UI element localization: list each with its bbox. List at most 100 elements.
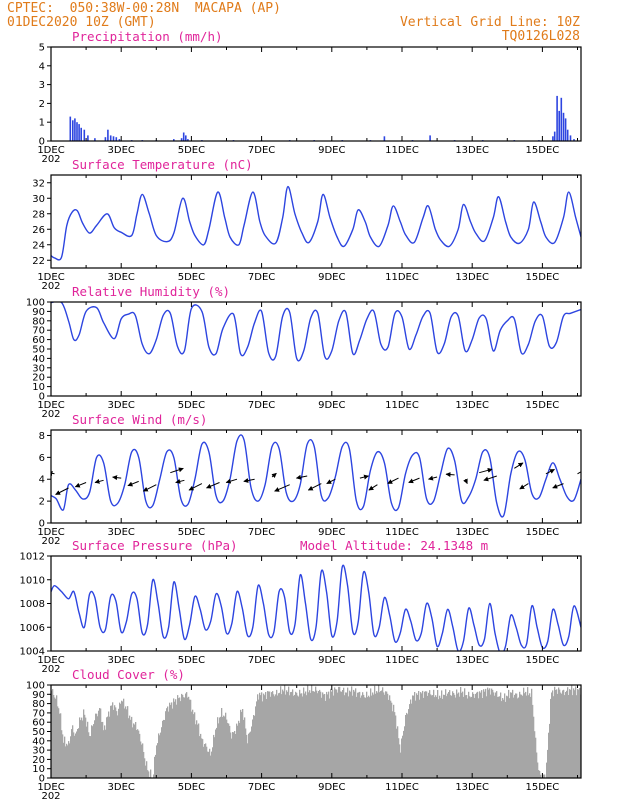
cloud-bar — [132, 727, 134, 778]
wind-data — [51, 434, 581, 518]
precipitation-data — [69, 95, 575, 141]
cloud-bar — [405, 715, 407, 778]
cloud-bar — [167, 706, 169, 778]
cloud-bar — [277, 695, 279, 778]
precip-bar — [558, 110, 560, 141]
cloud-bar — [367, 697, 369, 778]
cloud-bar — [579, 688, 581, 778]
cloud-bar — [378, 685, 380, 778]
x-tick-label: 5DEC — [178, 400, 205, 411]
cloud-bar — [522, 695, 524, 778]
x-tick-label: 11DEC — [385, 400, 419, 411]
cloud-bar — [555, 690, 557, 778]
x-tick-label: 15DEC — [526, 145, 560, 156]
cloud-bar — [294, 694, 296, 778]
cloud-bar — [316, 690, 318, 778]
cloud-bar — [97, 716, 99, 778]
cloud-bar — [158, 733, 160, 778]
cloud-bar — [169, 702, 171, 778]
x-year-label: 202 — [41, 536, 60, 547]
precip-bar — [556, 95, 558, 141]
cloud-bar — [146, 761, 148, 778]
temperature-frame — [50, 174, 582, 269]
y-tick-label: 0 — [39, 137, 45, 148]
cloud-bar — [411, 703, 413, 778]
cloud-bar — [344, 695, 346, 778]
cloud-bar — [339, 686, 341, 778]
wind-arrow — [243, 478, 255, 483]
y-tick-label: 28 — [32, 209, 45, 220]
y-tick-label: 0 — [39, 519, 45, 530]
wind-arrow — [307, 483, 322, 491]
precip-bar — [180, 138, 183, 141]
cloud-bar — [521, 694, 523, 778]
cloud-bar — [449, 690, 451, 778]
cloud-bar — [214, 737, 216, 778]
cloud-bar — [546, 762, 548, 778]
cloud-bar — [351, 686, 353, 778]
cloud-bar — [468, 691, 470, 778]
x-year-label: 202 — [41, 281, 60, 292]
cloud-bar — [308, 692, 310, 778]
cloud-bar — [57, 706, 59, 778]
x-tick-label: 9DEC — [318, 272, 345, 283]
cloud-bar — [93, 724, 95, 778]
cloud-bar — [361, 695, 363, 778]
precip-bar — [173, 139, 175, 141]
cloud-bar — [176, 704, 178, 778]
cloud-bar — [487, 687, 489, 778]
cloud-bar — [211, 751, 213, 778]
cloud-bar — [342, 690, 344, 778]
cloud-bar — [267, 691, 269, 778]
cloud-bar — [193, 714, 195, 778]
cloud-bar — [480, 692, 482, 778]
cloud-bar — [134, 724, 136, 778]
cloud-bar — [377, 692, 379, 778]
cloud-bar — [237, 725, 239, 778]
cloud-bar — [71, 729, 73, 778]
cloud-bar — [53, 695, 55, 778]
y-tick-label: 2 — [39, 497, 45, 508]
cloud-bar — [433, 689, 435, 778]
cloud-bar — [403, 730, 405, 778]
cloud-bar — [250, 731, 252, 778]
pressure-title: Surface Pressure (hPa) — [72, 538, 238, 553]
wind-arrow — [326, 478, 336, 485]
cloud-bar — [533, 716, 535, 778]
cloud-bar — [157, 743, 159, 778]
x-tick-label: 3DEC — [108, 655, 135, 666]
cloud-bar — [372, 692, 374, 778]
cloud-bar — [338, 686, 340, 778]
y-tick-label: 32 — [32, 178, 45, 189]
cloud-bar — [443, 694, 445, 778]
y-tick-label: 26 — [32, 225, 45, 236]
cloud-bar — [482, 698, 484, 778]
cloud-bar — [106, 717, 108, 778]
x-tick-label: 13DEC — [455, 145, 489, 156]
y-tick-label: 100 — [26, 681, 45, 692]
cloud-bar — [556, 689, 558, 778]
wind-arrow — [408, 477, 420, 484]
wind-arrow — [359, 474, 369, 480]
precip-bar — [94, 138, 96, 141]
x-tick-label: 11DEC — [385, 782, 419, 793]
cloud-bar — [72, 725, 74, 778]
cloud-bar — [55, 698, 57, 778]
x-tick-label: 15DEC — [526, 782, 560, 793]
cloud-bar — [105, 729, 107, 778]
cloud-bar — [144, 758, 146, 778]
cloud-bar — [464, 688, 466, 778]
y-tick-label: 40 — [32, 354, 45, 365]
x-year-label: 202 — [41, 664, 60, 675]
cloud-bar — [242, 709, 244, 778]
cloud-bar — [489, 688, 491, 778]
cloud-bar — [444, 695, 446, 778]
cloud-bar — [512, 689, 514, 778]
cloud-bar — [560, 692, 562, 778]
cloud-bar — [326, 691, 328, 778]
cloud-bar — [247, 743, 249, 778]
cloud-bar — [286, 690, 288, 778]
cloud-bar — [426, 691, 428, 778]
cloud-bar — [547, 749, 549, 778]
cloud-bar — [309, 690, 311, 778]
